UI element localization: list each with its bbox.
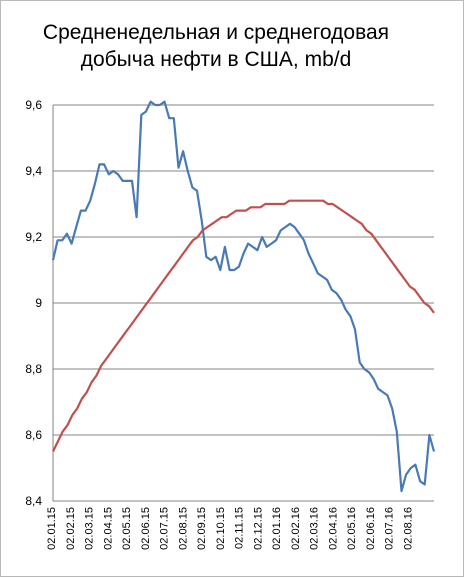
x-tick-label: 02.04.16: [327, 507, 339, 550]
x-tick-label: 02.07.15: [159, 507, 171, 550]
x-tick-label: 02.03.15: [84, 507, 96, 550]
y-tick-label: 8,4: [25, 494, 42, 508]
chart-title-line-2: добыча нефти в США, mb/d: [80, 48, 352, 71]
x-tick-label: 02.12.15: [252, 507, 264, 550]
weekly-series-line: [51, 100, 436, 493]
x-tick-label: 02.05.15: [121, 507, 133, 550]
x-tick-label: 02.02.16: [290, 507, 302, 550]
y-tick-label: 9,6: [25, 98, 42, 112]
y-tick-label: 9: [35, 296, 42, 310]
y-tick-label: 8,8: [25, 362, 42, 376]
y-tick-label: 9,2: [25, 230, 42, 244]
y-tick-label: 8,6: [25, 428, 42, 442]
x-tick-label: 02.08.15: [177, 507, 189, 550]
x-tick-label: 02.08.16: [402, 507, 414, 550]
x-tick-label: 02.06.16: [365, 507, 377, 550]
x-tick-label: 02.03.16: [309, 507, 321, 550]
gridlines: [52, 104, 434, 502]
annual-series-line: [52, 199, 435, 452]
x-tick-label: 02.09.15: [196, 507, 208, 550]
chart-title-line-1: Средненедельная и среднегодовая: [42, 21, 390, 44]
chart-title: Средненедельная и среднегодовая добыча н…: [1, 19, 431, 73]
x-axis-ticks: 02.01.15 02.02.15 02.03.15 02.04.15 02.05.15…: [46, 507, 414, 550]
x-tick-label: 02.11.15: [234, 507, 246, 549]
x-tick-label: 02.06.15: [140, 507, 152, 550]
x-tick-label: 02.04.15: [102, 507, 114, 550]
series-lines: [51, 100, 436, 493]
y-axis-ticks: 8,4 8,6 8,8 9 9,2 9,4 9,6: [25, 98, 42, 508]
x-tick-label: 02.01.16: [271, 507, 283, 550]
x-tick-label: 02.02.15: [65, 507, 77, 550]
x-tick-label: 02.07.16: [384, 507, 396, 550]
x-tick-label: 02.05.16: [346, 507, 358, 550]
x-tick-label: 02.10.15: [215, 507, 227, 550]
y-tick-label: 9,4: [25, 164, 42, 178]
x-tick-label: 02.01.15: [46, 507, 58, 550]
